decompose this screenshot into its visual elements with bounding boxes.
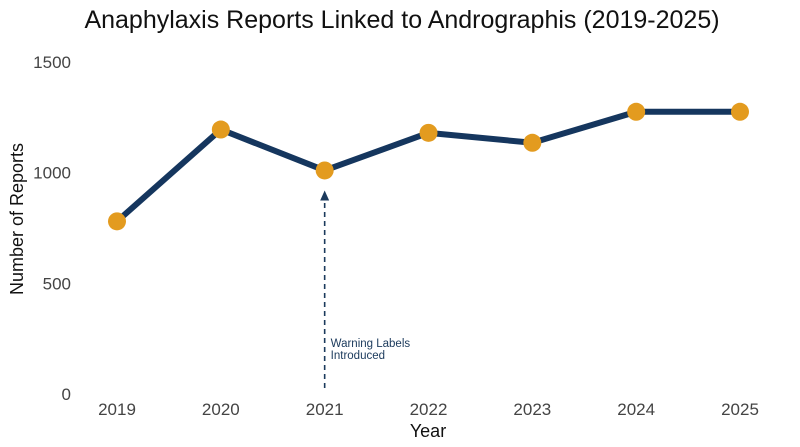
chart-title: Anaphylaxis Reports Linked to Andrograph… [84,6,719,34]
y-axis-label: Number of Reports [7,143,27,295]
data-point-2021 [315,161,334,180]
data-point-2019 [108,212,126,231]
data-points [108,102,749,231]
x-tick-label: 2019 [98,400,136,419]
data-point-2020 [211,120,230,139]
annotation-text-line1: Warning Labels [331,338,411,350]
annotation-text-line2: Introduced [331,350,385,362]
y-tick-label: 500 [43,274,71,293]
x-axis-label: Year [410,421,446,441]
annotation-arrow-head [320,190,330,201]
y-axis: 0 500 1000 1500 [33,53,71,404]
y-tick-label: 0 [62,385,71,404]
x-tick-label: 2022 [410,400,448,419]
data-point-2025 [731,102,749,121]
x-tick-label: 2021 [306,400,344,419]
data-point-2024 [627,102,646,121]
x-tick-label: 2023 [513,400,551,419]
x-tick-label: 2020 [202,400,240,419]
annotation: Warning Labels Introduced [320,190,410,388]
y-tick-label: 1000 [33,164,71,183]
x-tick-label: 2025 [721,400,759,419]
data-point-2022 [419,123,438,142]
x-tick-label: 2024 [617,400,655,419]
x-axis: 2019 2020 2021 2022 2023 2024 2025 [98,400,759,419]
y-tick-label: 1500 [33,53,71,72]
data-point-2023 [523,133,542,152]
